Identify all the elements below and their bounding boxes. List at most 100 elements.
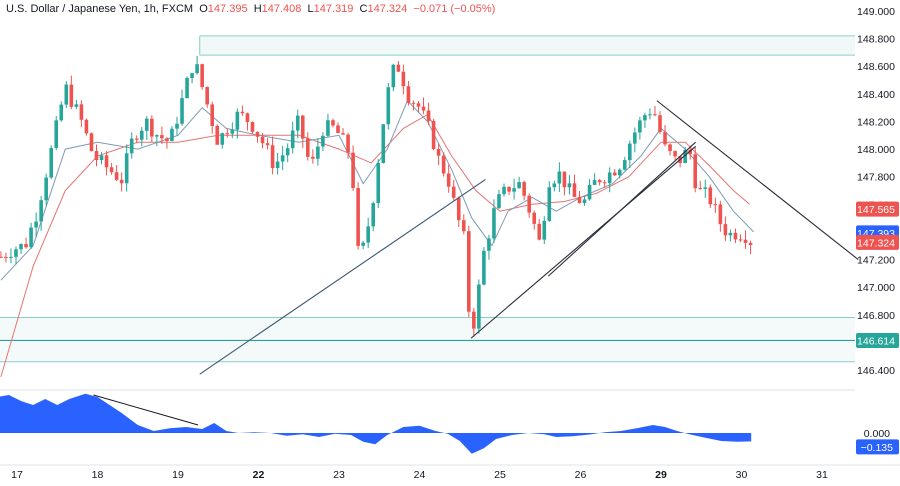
candle-down: [446, 173, 451, 187]
candle-up: [517, 182, 521, 189]
candle-down: [738, 239, 743, 241]
candle-up: [497, 194, 501, 209]
candle-down: [331, 120, 335, 126]
fast-moving-average-line: [0, 99, 754, 281]
candle-down: [663, 131, 667, 145]
candle-up: [592, 180, 597, 185]
candle-up: [648, 114, 652, 116]
candle-down: [165, 138, 169, 141]
candle-up: [482, 250, 486, 285]
candle-down: [416, 103, 421, 107]
candle-down: [109, 167, 114, 173]
candle-down: [436, 149, 441, 156]
candle-up: [376, 162, 381, 204]
candle-up: [512, 188, 516, 192]
candle-up: [74, 104, 79, 107]
candle-up: [633, 132, 637, 144]
candle-down: [461, 220, 466, 232]
candle-down: [668, 144, 672, 152]
open-label: O: [199, 3, 208, 15]
candle-down: [311, 156, 315, 159]
candle-down: [346, 134, 350, 153]
candle-down: [562, 171, 567, 188]
chart-header: U.S. Dollar / Japanese Yen, 1h, FXCM O 14…: [6, 3, 495, 15]
candle-down: [411, 102, 416, 104]
candle-down: [265, 143, 270, 146]
candle-down: [0, 256, 3, 258]
candle-up: [607, 172, 612, 184]
time-tick-label: 30: [736, 469, 748, 481]
candle-down: [673, 151, 677, 157]
candle-up: [683, 149, 687, 164]
price-tick-label: 148.000: [857, 144, 895, 156]
candle-down: [467, 231, 471, 312]
price-tick-label: 149.000: [857, 6, 895, 18]
trendline-1: [199, 178, 486, 375]
candle-down: [4, 256, 8, 258]
candle-up: [285, 148, 290, 156]
candle-up: [617, 169, 622, 176]
candle-up: [34, 221, 38, 228]
time-tick-label: 26: [575, 469, 587, 481]
symbol-title: U.S. Dollar / Japanese Yen, 1h, FXCM: [6, 3, 194, 15]
candle-down: [134, 138, 139, 140]
candle-down: [260, 136, 265, 144]
candle-up: [99, 155, 104, 161]
candle-up: [567, 183, 572, 188]
oscillator-last-tag-label: −0.135: [861, 442, 894, 454]
candle-up: [129, 138, 134, 154]
candle-down: [426, 110, 431, 121]
time-tick-label: 22: [253, 469, 265, 481]
candle-up: [295, 115, 300, 131]
candle-up: [587, 184, 592, 200]
candle-down: [713, 204, 718, 206]
resistance-zone: [199, 35, 856, 56]
candle-up: [557, 171, 562, 184]
candle-down: [89, 133, 94, 152]
price-tick-label: 147.800: [857, 172, 895, 184]
candle-down: [507, 186, 511, 192]
candles-layer: [0, 56, 753, 337]
oscillator-zero-label: 0.000: [864, 428, 890, 440]
candle-up: [492, 208, 496, 239]
high-value: 147.408: [261, 3, 302, 15]
candle-up: [622, 160, 627, 170]
time-tick-label: 29: [655, 469, 667, 481]
axes-layer: 149.000 148.800 148.600 148.400 148.200 148.0…: [0, 6, 900, 481]
time-tick-label: 17: [11, 469, 23, 481]
high-label: H: [253, 3, 262, 15]
candle-up: [14, 249, 18, 257]
candle-down: [653, 114, 657, 116]
candle-up: [321, 135, 325, 147]
candle-up: [366, 226, 370, 243]
candle-up: [628, 143, 632, 161]
candle-up: [180, 98, 184, 124]
time-tick-label: 25: [494, 469, 506, 481]
time-tick-label: 23: [333, 469, 345, 481]
time-tick-label: 31: [816, 469, 828, 481]
candle-down: [119, 179, 124, 184]
candle-down: [114, 172, 119, 180]
candle-down: [205, 87, 209, 105]
candle-up: [124, 153, 129, 184]
close-value: 147.324: [367, 3, 408, 15]
candle-down: [472, 311, 476, 329]
candle-down: [69, 84, 74, 107]
candle-down: [421, 106, 426, 111]
candle-up: [316, 146, 320, 159]
candle-up: [175, 123, 179, 129]
candle-up: [170, 128, 174, 141]
candle-up: [54, 120, 59, 148]
candle-up: [190, 73, 194, 79]
candle-down: [723, 224, 728, 236]
candle-down: [150, 118, 154, 137]
candle-down: [79, 104, 84, 120]
candle-down: [451, 186, 456, 198]
candle-up: [235, 111, 240, 130]
oscillator-divergence-line: [93, 394, 199, 426]
candle-up: [638, 120, 642, 133]
candle-down: [602, 182, 607, 184]
candle-up: [280, 155, 285, 162]
candle-up: [381, 124, 386, 163]
